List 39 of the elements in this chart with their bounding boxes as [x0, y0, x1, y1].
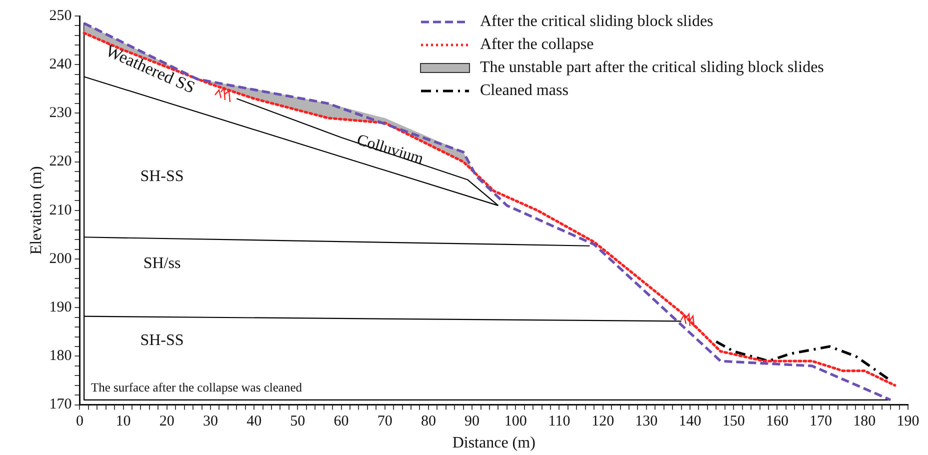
annotation: SH/ss [143, 255, 181, 272]
x-tick-label: 140 [678, 414, 702, 430]
x-tick-label: 90 [464, 414, 480, 430]
x-axis-title: Distance (m) [452, 434, 536, 452]
x-tick-label: 70 [377, 414, 392, 430]
x-tick-label: 40 [246, 414, 262, 430]
y-tick-label: 210 [49, 202, 72, 218]
annotation: SH-SS [140, 332, 184, 350]
x-tick-label: 60 [334, 414, 349, 430]
x-tick-label: 30 [202, 414, 218, 430]
x-tick-label: 50 [290, 414, 306, 430]
y-tick-label: 220 [49, 154, 72, 170]
x-tick-label: 190 [896, 414, 920, 430]
legend-label: After the critical sliding block slides [480, 12, 714, 32]
y-tick-label: 200 [49, 250, 72, 267]
y-tick-label: 250 [49, 8, 72, 24]
x-tick-label: 110 [548, 414, 570, 430]
legend-label: Cleaned mass [480, 81, 568, 101]
x-tick-label: 80 [420, 414, 436, 430]
annotation: The surface after the collapse was cleaned [91, 380, 303, 394]
x-tick-label: 0 [76, 414, 84, 430]
x-tick-label: 20 [159, 414, 174, 430]
x-tick-label: 130 [635, 414, 658, 430]
y-axis-title: Elevation (m) [28, 166, 45, 255]
legend-label: After the collapse [480, 35, 594, 55]
y-tick-label: 190 [49, 300, 72, 316]
annotation: SH-SS [140, 168, 184, 186]
x-tick-label: 150 [722, 414, 745, 430]
x-tick-label: 120 [592, 414, 614, 430]
x-tick-label: 180 [853, 414, 876, 430]
x-tick-label: 100 [504, 414, 527, 430]
legend-label: The unstable part after the critical sliding block slides [480, 58, 824, 78]
x-tick-label: 160 [766, 414, 788, 430]
x-tick-label: 170 [810, 414, 832, 430]
y-tick-label: 240 [49, 56, 72, 73]
x-tick-label: 10 [116, 414, 131, 430]
y-tick-label: 230 [49, 105, 72, 122]
y-tick-label: 180 [49, 348, 72, 364]
y-tick-label: 170 [49, 396, 72, 413]
